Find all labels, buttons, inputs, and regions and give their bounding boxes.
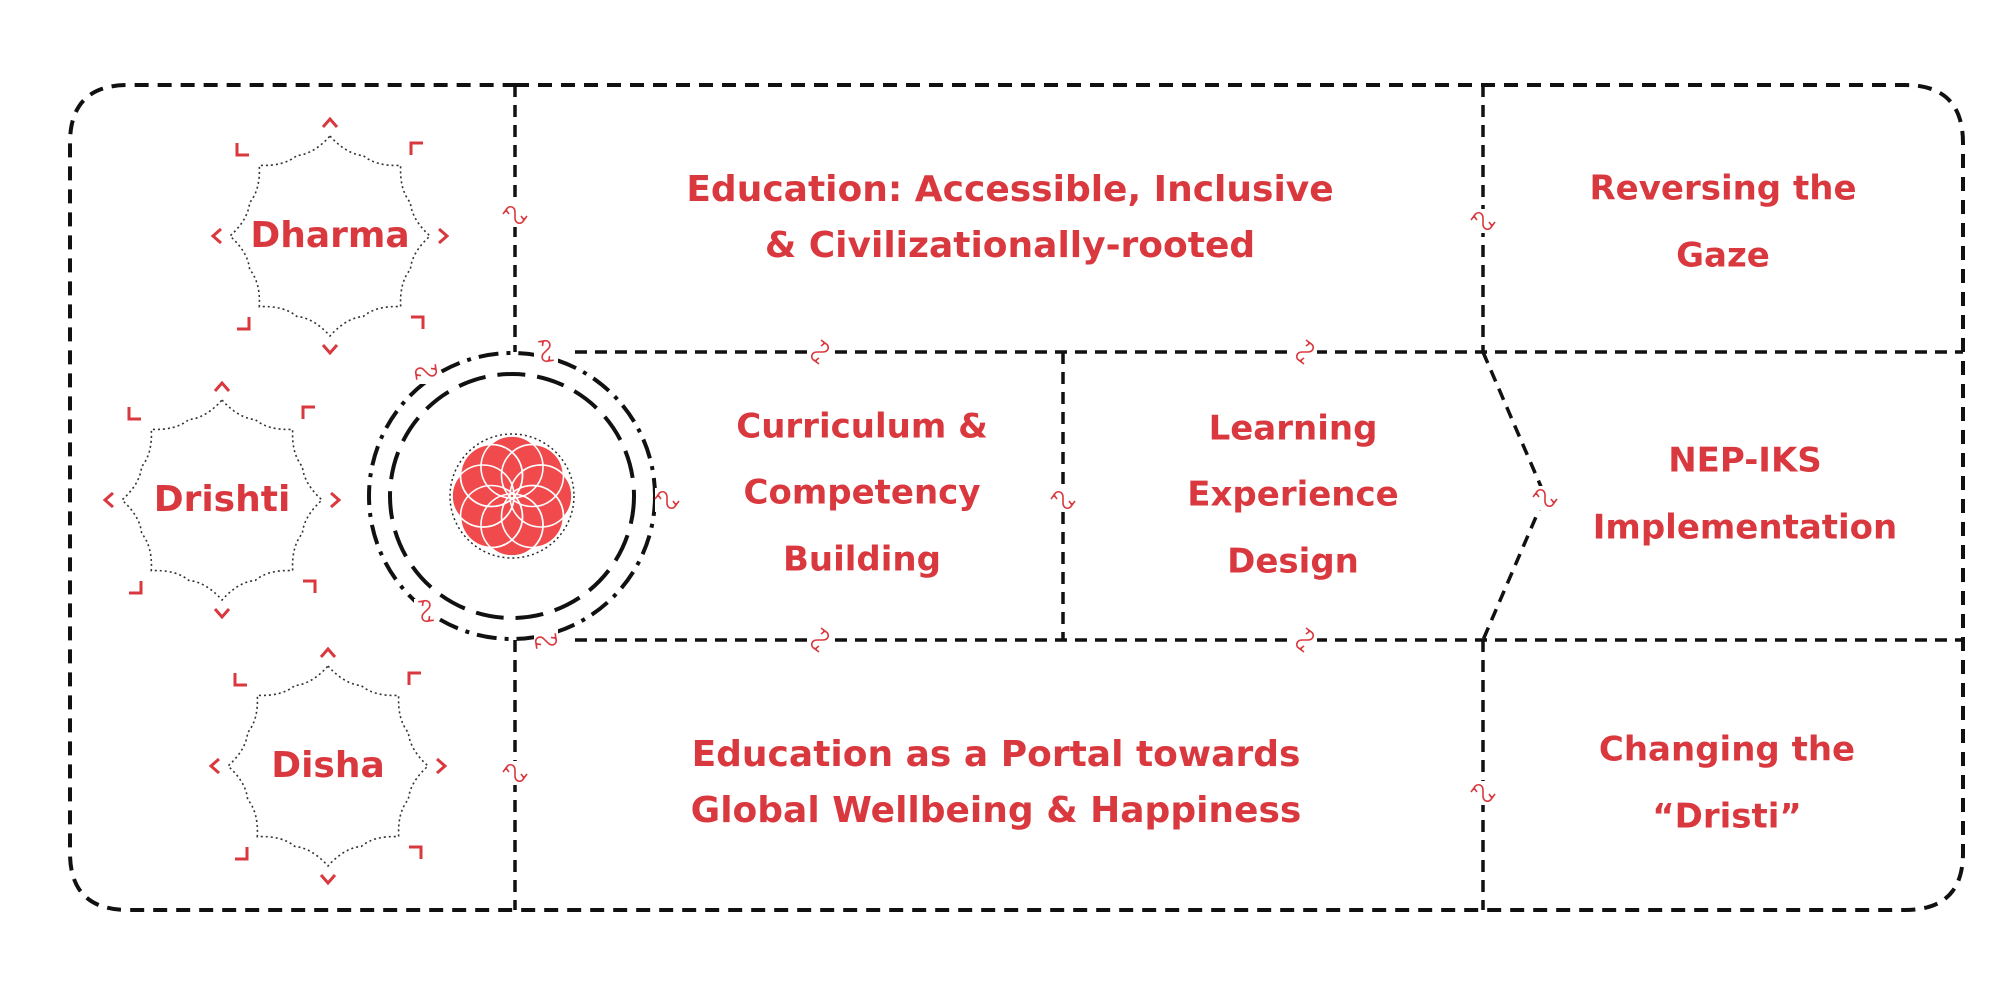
cell-reversing-line-2: Gaze <box>1676 236 1770 276</box>
seal-corner-bracket-icon <box>409 141 423 155</box>
seal-label-dharma: Dharma <box>250 215 410 256</box>
cell-curriculum-line-1: Curriculum & <box>736 406 988 447</box>
cell-learning-line-2: Experience <box>1187 474 1399 515</box>
cell-curriculum-line-2: Competency <box>743 472 981 513</box>
disha-seal-shape <box>208 646 448 886</box>
seal-chevron-icon <box>102 491 114 509</box>
seal-chevron-icon <box>330 491 342 509</box>
lotus-flower-icon <box>449 433 575 559</box>
seal-chevron-icon <box>213 608 231 620</box>
outer-frame <box>68 83 1965 912</box>
cell-nep-line-1: NEP-IKS <box>1668 440 1822 481</box>
seal-dotted-outline <box>120 398 324 602</box>
seal-chevron-icon <box>321 344 339 356</box>
seal-dotted-outline <box>228 134 432 338</box>
cell-education-portal: Education as a Portal towards Global Wel… <box>691 727 1302 839</box>
cell-education-accessible: Education: Accessible, Inclusive & Civil… <box>686 162 1333 274</box>
cell-reversing-the-gaze: Reversing the Gaze <box>1589 156 1856 291</box>
cell-education-portal-line-2: Global Wellbeing & Happiness <box>690 790 1302 831</box>
cell-curriculum-line-3: Building <box>783 539 941 580</box>
cell-changing-line-2: “Dristi” <box>1652 797 1802 837</box>
seal-corner-bracket-icon <box>129 581 143 595</box>
seal-corner-bracket-icon <box>301 405 315 419</box>
connector-icons <box>410 203 1558 805</box>
seal-label-disha: Disha <box>271 745 385 786</box>
seal-chevron-icon <box>321 116 339 128</box>
seal-shapes <box>102 116 450 886</box>
cell-education-accessible-line-1: Education: Accessible, Inclusive <box>686 169 1334 211</box>
seal-chevron-icon <box>436 757 448 775</box>
seal-label-drishti: Drishti <box>153 479 291 520</box>
seal-chevron-icon <box>438 227 450 245</box>
cell-nep-iks: NEP-IKS Implementation <box>1593 428 1898 563</box>
drishti-seal-shape <box>102 380 342 620</box>
dharma-seal-shape <box>210 116 450 356</box>
seal-corner-bracket-icon <box>235 143 249 157</box>
seal-corner-bracket-icon <box>127 407 141 421</box>
seal-dotted-outline <box>226 664 430 868</box>
cell-changing-line-1: Changing the <box>1598 729 1856 770</box>
seal-chevron-icon <box>213 380 231 392</box>
seal-chevron-icon <box>319 874 337 886</box>
cell-curriculum-competency: Curriculum & Competency Building <box>736 394 987 593</box>
seal-chevron-icon <box>319 646 337 658</box>
seal-chevron-icon <box>208 757 220 775</box>
cell-education-portal-line-1: Education as a Portal towards <box>691 734 1301 776</box>
seal-chevron-icon <box>210 227 222 245</box>
seal-corner-bracket-icon <box>303 579 317 593</box>
cell-education-accessible-line-2: & Civilizationally-rooted <box>764 225 1256 266</box>
seal-corner-bracket-icon <box>237 317 251 331</box>
cell-changing-the-dristi: Changing the “Dristi” <box>1599 717 1855 852</box>
cell-nep-line-2: Implementation <box>1592 508 1898 548</box>
cell-learning-line-1: Learning <box>1208 408 1378 449</box>
cell-reversing-line-1: Reversing the <box>1589 168 1857 209</box>
cell-learning-experience: Learning Experience Design <box>1187 396 1398 595</box>
seal-corner-bracket-icon <box>411 315 425 329</box>
seal-corner-bracket-icon <box>407 671 421 685</box>
seal-corner-bracket-icon <box>409 845 423 859</box>
cell-learning-line-3: Design <box>1227 541 1359 582</box>
seal-corner-bracket-icon <box>235 847 249 861</box>
seal-corner-bracket-icon <box>233 673 247 687</box>
